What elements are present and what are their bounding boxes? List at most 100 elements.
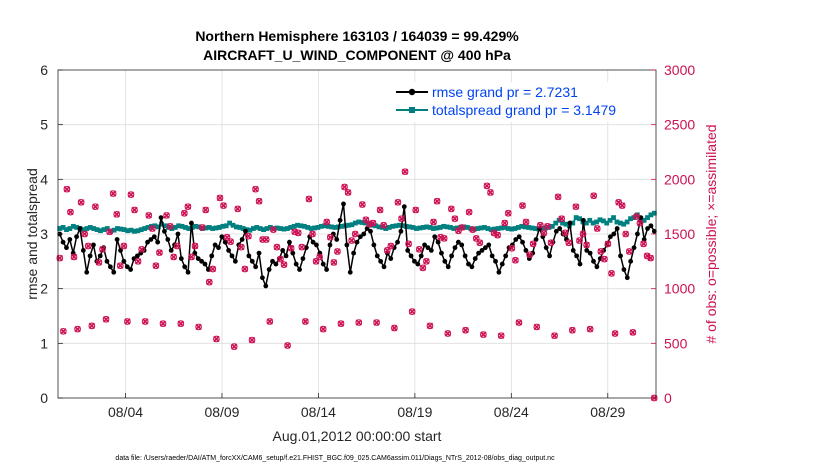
spread-series-point bbox=[98, 228, 103, 234]
rmse-series-point bbox=[270, 258, 275, 264]
obs-possible-point bbox=[480, 331, 487, 338]
obs-possible-point bbox=[252, 185, 259, 193]
legend-spread-label: totalspread grand pr = 3.1479 bbox=[432, 102, 616, 118]
obs-possible-point bbox=[391, 324, 398, 332]
rmse-series-point bbox=[388, 256, 394, 261]
rmse-series-point bbox=[165, 237, 171, 242]
obs-possible-point bbox=[533, 323, 541, 331]
rmse-series-point bbox=[310, 239, 316, 245]
rmse-series-point bbox=[303, 245, 309, 251]
rmse-series-point bbox=[80, 248, 86, 253]
obs-assimilated-point bbox=[416, 246, 423, 253]
x-tick-label: 08/29 bbox=[590, 404, 625, 420]
spread-series-point bbox=[553, 220, 559, 226]
rmse-series-point bbox=[435, 239, 441, 245]
spread-series-point bbox=[583, 220, 589, 226]
spread-series-point bbox=[549, 223, 555, 229]
spread-series-point bbox=[186, 226, 192, 231]
y-right-tick-label: 3000 bbox=[664, 62, 695, 78]
spread-series-point bbox=[60, 225, 66, 230]
obs-possible-point bbox=[586, 325, 594, 333]
obs-assimilated-point bbox=[444, 330, 451, 337]
obs-assimilated-point bbox=[505, 210, 512, 217]
rmse-series-point bbox=[489, 253, 495, 259]
spread-series-point bbox=[315, 225, 321, 230]
obs-assimilated-point bbox=[234, 205, 241, 213]
spread-series-point bbox=[346, 222, 351, 228]
ticks: 08/04 08/09 08/14 08/19 08/24 08/29 0 1 2 3 4 5 6 0 50… bbox=[40, 62, 695, 420]
spread-series-point bbox=[339, 223, 345, 229]
obs-assimilated-point bbox=[77, 199, 85, 206]
obs-possible-point bbox=[298, 243, 306, 251]
rmse-series-point bbox=[91, 242, 96, 248]
rmse-series-point bbox=[594, 264, 600, 270]
rmse-series-point bbox=[121, 258, 127, 264]
spread-series-point bbox=[74, 225, 80, 230]
obs-possible-point bbox=[181, 209, 188, 217]
obs-possible-point bbox=[156, 249, 163, 256]
obs-possible-point bbox=[455, 227, 462, 235]
y-right-tick-label: 2000 bbox=[664, 171, 695, 187]
obs-assimilated-point bbox=[376, 206, 384, 214]
obs-assimilated-point bbox=[177, 320, 184, 327]
x-tick-label: 08/09 bbox=[204, 404, 239, 420]
obs-assimilated-point bbox=[102, 316, 110, 323]
spread-series-point bbox=[111, 227, 117, 233]
obs-assimilated-point bbox=[191, 242, 199, 250]
obs-possible-point bbox=[305, 195, 313, 203]
obs-possible-point bbox=[497, 332, 505, 340]
obs-possible-point bbox=[344, 189, 352, 196]
rmse-series-point bbox=[67, 237, 73, 242]
obs-possible-point bbox=[337, 320, 345, 328]
obs-possible-point bbox=[216, 194, 224, 202]
spread-series-point bbox=[281, 226, 287, 232]
obs-assimilated-point bbox=[537, 222, 544, 229]
obs-assimilated-point bbox=[184, 203, 192, 210]
rmse-series-point bbox=[607, 234, 613, 240]
obs-assimilated-point bbox=[344, 189, 352, 196]
obs-assimilated-point bbox=[316, 253, 323, 261]
y-axis-right-label: # of obs: o=possible; ×=assimilated bbox=[703, 124, 719, 343]
y-right-tick-label: 0 bbox=[664, 390, 672, 406]
obs-possible-point bbox=[561, 229, 569, 237]
rmse-series-point bbox=[553, 228, 559, 234]
rmse-series-point bbox=[283, 253, 289, 259]
chart-title-line2: AIRCRAFT_U_WIND_COMPONENT @ 400 hPa bbox=[203, 47, 511, 63]
obs-assimilated-point bbox=[302, 318, 309, 325]
obs-possible-point bbox=[223, 233, 231, 241]
obs-possible-point bbox=[166, 222, 174, 230]
obs-possible-point bbox=[569, 326, 576, 334]
legend-rmse-label: rmse grand pr = 2.7231 bbox=[432, 84, 578, 100]
rmse-series-point bbox=[614, 226, 620, 231]
rmse-series-point bbox=[253, 264, 259, 270]
spread-series-point bbox=[437, 225, 443, 230]
rmse-series-point bbox=[459, 242, 465, 248]
obs-assimilated-point bbox=[530, 240, 537, 248]
obs-assimilated-point bbox=[138, 246, 145, 253]
obs-assimilated-point bbox=[174, 242, 181, 250]
obs-assimilated-point bbox=[352, 230, 359, 238]
obs-possible-point bbox=[519, 202, 526, 209]
obs-possible-point bbox=[398, 215, 405, 223]
rmse-series-point bbox=[189, 220, 194, 226]
spread-series-point bbox=[301, 223, 307, 229]
obs-assimilated-point bbox=[380, 222, 387, 229]
obs-possible-point bbox=[134, 257, 142, 265]
obs-assimilated-point bbox=[70, 253, 78, 261]
obs-possible-point bbox=[583, 241, 590, 249]
spread-series-point bbox=[577, 216, 582, 222]
obs-assimilated-point bbox=[558, 215, 565, 222]
y-axis-left-label: rmse and totalspread bbox=[24, 168, 40, 300]
obs-assimilated-point bbox=[142, 318, 149, 325]
obs-possible-point bbox=[280, 261, 288, 268]
obs-possible-point bbox=[113, 210, 121, 218]
rmse-series-point bbox=[364, 226, 370, 231]
obs-assimilated-point bbox=[213, 335, 220, 343]
rmse-series-point bbox=[347, 269, 353, 275]
obs-possible-point bbox=[99, 245, 106, 253]
obs-assimilated-point bbox=[483, 182, 491, 190]
obs-possible-point bbox=[124, 318, 131, 325]
spread-series-point bbox=[509, 226, 514, 232]
obs-assimilated-point bbox=[426, 322, 434, 330]
